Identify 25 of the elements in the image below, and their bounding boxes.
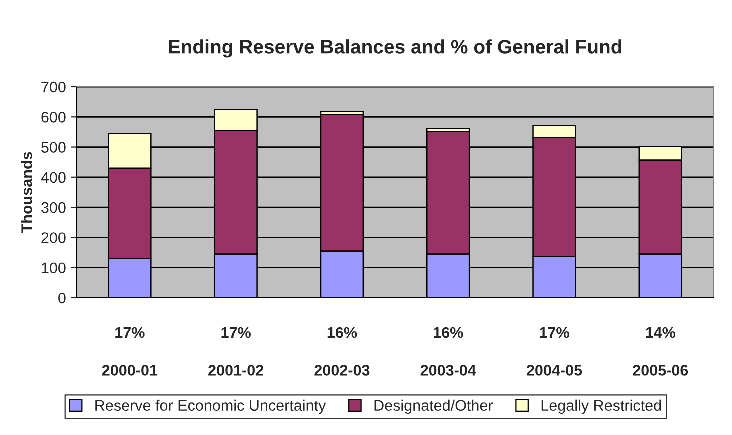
y-tick-label: 300 bbox=[42, 202, 66, 214]
chart-title: Ending Reserve Balances and % of General Fund bbox=[169, 40, 622, 58]
text: 14% bbox=[646, 327, 676, 338]
y-tick-label: 200 bbox=[42, 232, 66, 244]
legend-label: Designated/Other bbox=[374, 400, 494, 414]
y-tick-label: 0 bbox=[58, 292, 66, 304]
x-tick-label: 2005-06 bbox=[633, 365, 688, 376]
y-tick-label: 400 bbox=[41, 172, 66, 184]
legend-label: Legally Restricted bbox=[542, 400, 662, 414]
x-tick-label: 2004-05 bbox=[526, 365, 582, 376]
text: 16% bbox=[434, 327, 464, 338]
y-axis-title: Thousands bbox=[21, 152, 32, 234]
x-tick-label: 2001-02 bbox=[208, 365, 264, 376]
text: 17% bbox=[222, 327, 251, 338]
legend-label: Reserve for Economic Uncertainty bbox=[96, 400, 326, 414]
x-tick-label: 2002-03 bbox=[314, 365, 370, 376]
x-tick-label: 2000-01 bbox=[102, 365, 158, 376]
y-tick-label: 100 bbox=[42, 262, 66, 274]
text: 17% bbox=[540, 327, 570, 338]
text: 17% bbox=[116, 327, 145, 338]
y-tick-label: 500 bbox=[42, 142, 66, 153]
text: 16% bbox=[328, 327, 358, 338]
x-tick-label: 2003-04 bbox=[420, 365, 476, 376]
y-tick-label: 700 bbox=[42, 82, 66, 93]
y-tick-label: 600 bbox=[42, 112, 66, 123]
